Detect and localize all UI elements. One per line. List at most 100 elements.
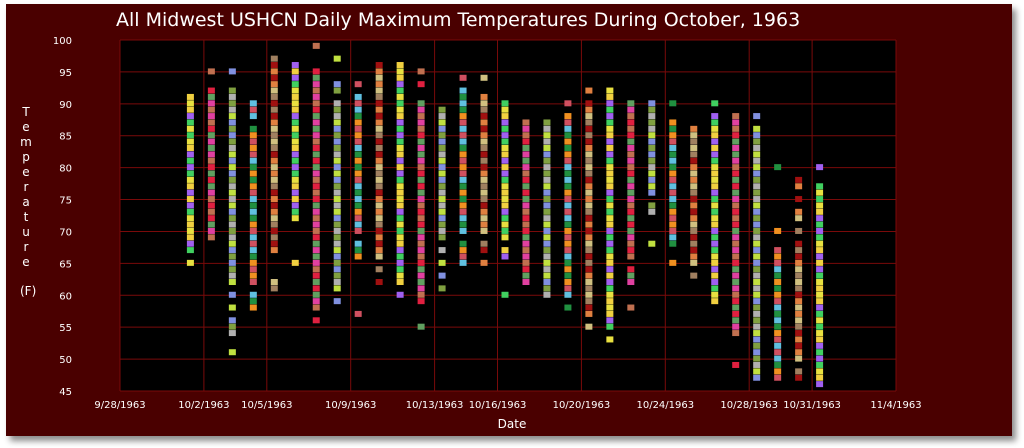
data-point [816, 202, 824, 209]
data-point [291, 138, 299, 145]
data-point [564, 113, 572, 120]
data-point [690, 176, 698, 183]
data-point [270, 208, 278, 215]
data-point [228, 106, 236, 113]
data-point [459, 196, 467, 203]
data-point [732, 125, 740, 132]
data-point [270, 144, 278, 151]
data-point [606, 291, 614, 298]
data-point [396, 227, 404, 234]
data-point [354, 247, 362, 254]
data-point [312, 266, 320, 273]
data-point [228, 234, 236, 241]
data-point [459, 259, 467, 266]
data-point [438, 202, 446, 209]
data-point [648, 113, 656, 120]
data-point [333, 266, 341, 273]
data-point [732, 189, 740, 196]
data-point [417, 208, 425, 215]
data-point [333, 259, 341, 266]
data-point [732, 291, 740, 298]
data-point [606, 157, 614, 164]
data-point [816, 247, 824, 254]
data-point [795, 310, 803, 317]
data-point [207, 132, 215, 139]
data-point [627, 151, 635, 158]
data-point [501, 170, 509, 177]
data-point [207, 113, 215, 120]
data-point [585, 176, 593, 183]
data-point [648, 106, 656, 113]
data-point [459, 221, 467, 228]
data-point [753, 227, 761, 234]
data-point [291, 144, 299, 151]
data-point [774, 285, 782, 292]
data-point [375, 247, 383, 254]
data-point [396, 266, 404, 273]
data-point [291, 164, 299, 171]
data-point [312, 279, 320, 286]
data-point [606, 266, 614, 273]
data-point [396, 144, 404, 151]
data-point [207, 93, 215, 100]
data-point [228, 291, 236, 298]
data-point [627, 272, 635, 279]
y-tick-label: 60 [59, 291, 72, 302]
data-point [228, 151, 236, 158]
data-point [606, 336, 614, 343]
data-point [816, 208, 824, 215]
data-point [732, 151, 740, 158]
data-point [270, 247, 278, 254]
data-point [585, 132, 593, 139]
data-point [291, 113, 299, 120]
data-point [732, 208, 740, 215]
data-point [459, 87, 467, 94]
data-point [795, 259, 803, 266]
data-point [186, 144, 194, 151]
data-point [354, 170, 362, 177]
data-point [249, 202, 257, 209]
data-point [312, 208, 320, 215]
data-point [816, 368, 824, 375]
data-point [732, 176, 740, 183]
data-point [417, 298, 425, 305]
data-point [522, 247, 530, 254]
data-point [711, 176, 719, 183]
y-tick-label: 85 [59, 132, 72, 143]
data-point [312, 144, 320, 151]
data-point [816, 221, 824, 228]
data-point [627, 202, 635, 209]
data-point [417, 106, 425, 113]
data-point [228, 253, 236, 260]
data-point [606, 125, 614, 132]
data-point [417, 164, 425, 171]
data-point [816, 227, 824, 234]
data-point [522, 202, 530, 209]
data-point [375, 151, 383, 158]
data-point [627, 157, 635, 164]
data-point [816, 189, 824, 196]
data-point [753, 253, 761, 260]
data-point [690, 164, 698, 171]
data-point [291, 68, 299, 75]
data-point [564, 253, 572, 260]
data-point [228, 330, 236, 337]
data-point [732, 323, 740, 330]
data-point [753, 157, 761, 164]
data-point [438, 119, 446, 126]
data-point [459, 247, 467, 254]
data-point [522, 266, 530, 273]
data-point [711, 170, 719, 177]
data-point [228, 170, 236, 177]
data-point [543, 164, 551, 171]
data-point [396, 272, 404, 279]
data-point [543, 266, 551, 273]
data-point [375, 170, 383, 177]
data-point [375, 279, 383, 286]
data-point [354, 151, 362, 158]
data-point [585, 266, 593, 273]
data-point [375, 240, 383, 247]
data-point [816, 253, 824, 260]
data-point [585, 279, 593, 286]
data-point [732, 119, 740, 126]
